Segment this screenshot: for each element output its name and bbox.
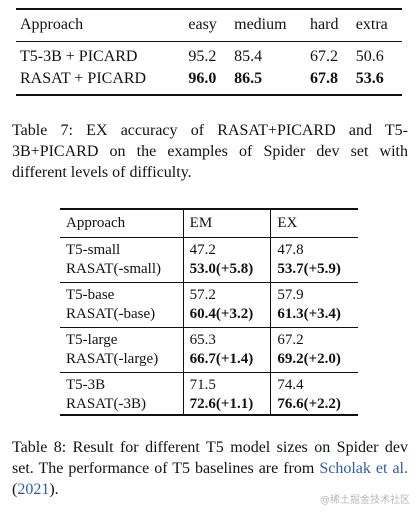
cell-extra: 53.6 bbox=[355, 70, 384, 87]
header-approach: Approach bbox=[20, 16, 84, 33]
cell-em: 66.7(+1.4) bbox=[182, 350, 271, 373]
table-row: T5-large 65.3 67.2 bbox=[60, 327, 358, 350]
cell-extra: 50.6 bbox=[355, 48, 384, 65]
cell-em: 47.2 bbox=[182, 237, 271, 260]
cell-hard: 67.8 bbox=[310, 70, 339, 87]
table-row: RASAT(-large) 66.7(+1.4) 69.2(+2.0) bbox=[60, 350, 358, 373]
cell-ex: 67.2 bbox=[270, 327, 358, 350]
cell-approach: RASAT(-small) bbox=[60, 260, 184, 283]
cell-em: 53.0(+5.8) bbox=[182, 260, 271, 283]
cell-approach: T5-base bbox=[66, 287, 115, 303]
cell-em: 57.2 bbox=[182, 282, 271, 305]
cell-approach: T5-large bbox=[66, 332, 118, 348]
cell-easy: 96.0 bbox=[188, 70, 217, 87]
table-8-header-row: Approach EM EX bbox=[60, 209, 358, 238]
cell-hard: 67.2 bbox=[310, 48, 339, 65]
cell-ex: 76.6(+2.2) bbox=[270, 395, 358, 416]
cell-approach: RASAT + PICARD bbox=[20, 70, 147, 87]
table-row: RASAT(-base) 60.4(+3.2) 61.3(+3.4) bbox=[60, 305, 358, 328]
cell-approach: T5-small bbox=[66, 242, 121, 258]
table-row: T5-small 47.2 47.8 bbox=[60, 237, 358, 260]
cell-approach: T5-3B bbox=[66, 377, 106, 393]
cell-em: 60.4(+3.2) bbox=[182, 305, 271, 328]
table-row: RASAT + PICARD 96.0 86.5 67.8 53.6 bbox=[16, 68, 402, 95]
header-hard: hard bbox=[310, 16, 339, 33]
cell-medium: 86.5 bbox=[234, 70, 263, 87]
watermark: @稀土掘金技术社区 bbox=[320, 495, 410, 506]
cell-easy: 95.2 bbox=[188, 48, 217, 65]
header-approach: Approach bbox=[66, 215, 126, 231]
table-row: T5-base 57.2 57.9 bbox=[60, 282, 358, 305]
table-7-header-row: Approach easy medium hard extra bbox=[16, 9, 402, 42]
table-row: T5-3B + PICARD 95.2 85.4 67.2 50.6 bbox=[16, 42, 402, 69]
cell-medium: 85.4 bbox=[234, 48, 263, 65]
citation-year-link[interactable]: 2021 bbox=[17, 481, 50, 498]
header-extra: extra bbox=[355, 16, 388, 33]
cell-ex: 57.9 bbox=[270, 282, 358, 305]
table-8-caption: Table 8: Result for different T5 model s… bbox=[12, 439, 408, 498]
cell-em: 65.3 bbox=[182, 327, 271, 350]
table-row: RASAT(-3B) 72.6(+1.1) 76.6(+2.2) bbox=[60, 395, 358, 416]
header-ex: EX bbox=[270, 209, 358, 238]
cell-em: 72.6(+1.1) bbox=[182, 395, 271, 416]
cell-ex: 47.8 bbox=[270, 237, 358, 260]
cell-ex: 61.3(+3.4) bbox=[270, 305, 358, 328]
cell-approach: T5-3B + PICARD bbox=[20, 48, 138, 65]
header-easy: easy bbox=[188, 16, 217, 33]
cell-ex: 69.2(+2.0) bbox=[270, 350, 358, 373]
table-7: Approach easy medium hard extra T5-3B + … bbox=[16, 8, 402, 96]
table-row: RASAT(-small) 53.0(+5.8) 53.7(+5.9) bbox=[60, 260, 358, 283]
cell-ex: 53.7(+5.9) bbox=[270, 260, 358, 283]
citation-link[interactable]: Scholak et al. bbox=[319, 460, 408, 477]
cell-em: 71.5 bbox=[182, 372, 271, 395]
table-row: T5-3B 71.5 74.4 bbox=[60, 372, 358, 395]
cell-approach: RASAT(-base) bbox=[60, 305, 184, 328]
cell-approach: RASAT(-large) bbox=[60, 350, 184, 373]
cell-approach: RASAT(-3B) bbox=[60, 395, 184, 416]
caption-text: Table 8: Result for different T5 model s… bbox=[12, 439, 408, 477]
table-8: Approach EM EX T5-small 47.2 47.8 RASAT(… bbox=[60, 208, 358, 416]
header-medium: medium bbox=[234, 16, 287, 33]
header-em: EM bbox=[182, 209, 271, 238]
caption-end: ). bbox=[49, 481, 59, 498]
table-7-caption: Table 7: EX accuracy of RASAT+PICARD and… bbox=[12, 122, 408, 181]
cell-ex: 74.4 bbox=[270, 372, 358, 395]
